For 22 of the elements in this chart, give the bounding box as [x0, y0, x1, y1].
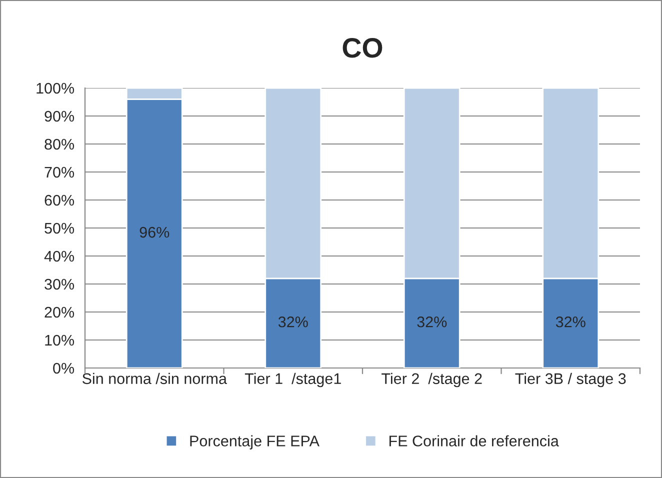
- x-tick-label: Sin norma /sin norma: [82, 372, 227, 384]
- legend-label: Porcentaje FE EPA: [190, 435, 320, 450]
- chart-title: CO: [342, 38, 382, 58]
- x-tick-label: Tier 3B / stage 3: [515, 372, 626, 388]
- y-tick-label: 50%: [44, 222, 74, 234]
- y-tick-label: 10%: [45, 334, 74, 346]
- x-tick-label: Tier 2 /stage 2: [382, 372, 482, 388]
- data-label: 32%: [556, 316, 586, 328]
- y-tick-label: 30%: [44, 278, 74, 290]
- y-tick-label: 90%: [44, 110, 74, 122]
- y-tick-label: 70%: [44, 166, 74, 178]
- y-tick-label: 80%: [44, 138, 74, 150]
- y-tick-label: 60%: [44, 194, 74, 206]
- y-tick-label: 0%: [53, 362, 74, 374]
- y-tick-label: 20%: [44, 306, 74, 318]
- x-tick-label: Tier 1 /stage1: [244, 372, 341, 388]
- data-label: 32%: [417, 316, 447, 328]
- legend-label: FE Corinair de referencia: [390, 435, 559, 446]
- data-label: 96%: [140, 226, 170, 238]
- data-label: 32%: [278, 316, 308, 328]
- y-tick-label: 100%: [36, 82, 74, 94]
- y-tick-label: 40%: [44, 250, 74, 262]
